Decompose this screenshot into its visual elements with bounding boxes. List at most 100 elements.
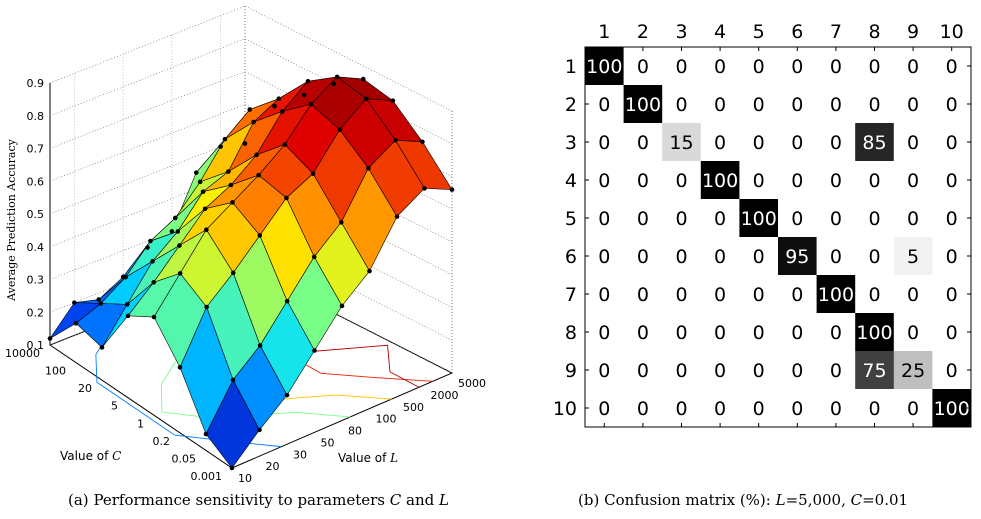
cell-value: 0 <box>946 94 958 116</box>
cell-value: 0 <box>637 170 649 192</box>
matrix-cell <box>893 85 933 124</box>
matrix-cell <box>700 161 740 200</box>
surface-point <box>251 119 256 125</box>
cell-value: 0 <box>714 360 726 382</box>
matrix-cell <box>893 351 933 390</box>
l-tick-label: 2000 <box>431 389 459 402</box>
matrix-cell <box>816 199 856 238</box>
z-gridline <box>49 202 453 308</box>
column-label: 2 <box>637 21 649 43</box>
matrix-cell <box>739 123 779 162</box>
surface-point <box>257 427 262 433</box>
l-tick-label: 30 <box>293 448 307 461</box>
surface-point <box>367 268 372 274</box>
surface-point <box>197 179 203 185</box>
surface-points <box>47 74 455 471</box>
cell-value: 0 <box>830 208 842 230</box>
cell-value: 0 <box>830 360 842 382</box>
surface-point <box>96 297 102 302</box>
cell-value: 0 <box>946 246 958 268</box>
matrix-cell <box>816 389 856 428</box>
cell-value: 0 <box>714 94 726 116</box>
matrix-cell <box>778 275 818 314</box>
matrix-cell <box>585 199 625 238</box>
matrix-cell <box>816 161 856 200</box>
cell-value: 0 <box>637 208 649 230</box>
matrix-cell <box>739 389 779 428</box>
column-label: 3 <box>675 21 687 43</box>
row-label: 1 <box>565 56 577 78</box>
surface-point <box>308 101 314 107</box>
matrix-cell <box>778 161 818 200</box>
matrix-cell <box>855 389 895 428</box>
matrix-cell <box>816 47 856 86</box>
c-axis-label: Value of C <box>60 449 121 463</box>
surface-point <box>284 298 290 304</box>
cell-value: 0 <box>868 284 880 306</box>
surface-point <box>284 392 290 398</box>
matrix-cell <box>623 389 663 428</box>
matrix-cell <box>855 85 895 124</box>
cell-value: 0 <box>675 322 687 344</box>
matrix-cell <box>855 199 895 238</box>
cell-value: 0 <box>637 132 649 154</box>
l-tick-label: 50 <box>321 436 335 449</box>
matrix-cell <box>893 389 933 428</box>
column-label: 7 <box>830 21 842 43</box>
matrix-cell <box>739 199 779 238</box>
cell-value: 0 <box>868 398 880 420</box>
matrix-cell <box>778 237 818 276</box>
cell-value: 0 <box>675 360 687 382</box>
matrix-cell <box>662 313 702 352</box>
surface-point <box>99 345 105 350</box>
cell-value: 0 <box>675 246 687 268</box>
z-tick-label: 0.8 <box>27 110 45 123</box>
row-label: 10 <box>553 398 577 420</box>
cell-value: 0 <box>791 284 803 306</box>
matrix-cell <box>816 351 856 390</box>
matrix-cell <box>739 47 779 86</box>
matrix-cell <box>855 313 895 352</box>
matrix-cell <box>662 351 702 390</box>
cell-value: 0 <box>946 322 958 344</box>
surface-point <box>222 136 228 142</box>
matrix-cell <box>932 389 972 428</box>
column-label: 9 <box>907 21 919 43</box>
cell-value: 0 <box>830 246 842 268</box>
cell-value: 0 <box>907 208 919 230</box>
cell-value: 0 <box>598 132 610 154</box>
z-gridline <box>49 169 453 276</box>
column-label: 8 <box>868 21 880 43</box>
cell-value: 100 <box>625 94 661 116</box>
row-label: 7 <box>565 284 577 306</box>
cell-value: 0 <box>598 284 610 306</box>
cell-value: 0 <box>598 398 610 420</box>
cell-value: 0 <box>675 94 687 116</box>
matrix-cell <box>585 123 625 162</box>
surface-point <box>305 78 311 84</box>
matrix-cell <box>932 123 972 162</box>
matrix-cell <box>585 47 625 86</box>
cell-value: 0 <box>830 398 842 420</box>
matrix-cell <box>893 123 933 162</box>
matrix-cell <box>662 237 702 276</box>
matrix-cell <box>739 237 779 276</box>
cell-value: 100 <box>741 208 777 230</box>
matrix-cell <box>778 123 818 162</box>
row-label: 4 <box>565 170 577 192</box>
cell-value: 0 <box>946 284 958 306</box>
surface-point <box>177 243 182 248</box>
matrix-cell <box>893 47 933 86</box>
matrix-cell <box>932 199 972 238</box>
cell-value: 0 <box>675 170 687 192</box>
confusion-matrix-ticks <box>585 47 971 427</box>
z-gridline <box>49 5 453 112</box>
z-tick-label: 0.7 <box>27 143 45 156</box>
matrix-cell <box>739 275 779 314</box>
matrix-cell <box>585 85 625 124</box>
c-tick-label: 0.2 <box>153 435 171 448</box>
matrix-cell <box>662 85 702 124</box>
cell-value: 0 <box>714 132 726 154</box>
l-axis-label: Value of L <box>338 451 398 465</box>
surface-point <box>204 227 209 233</box>
